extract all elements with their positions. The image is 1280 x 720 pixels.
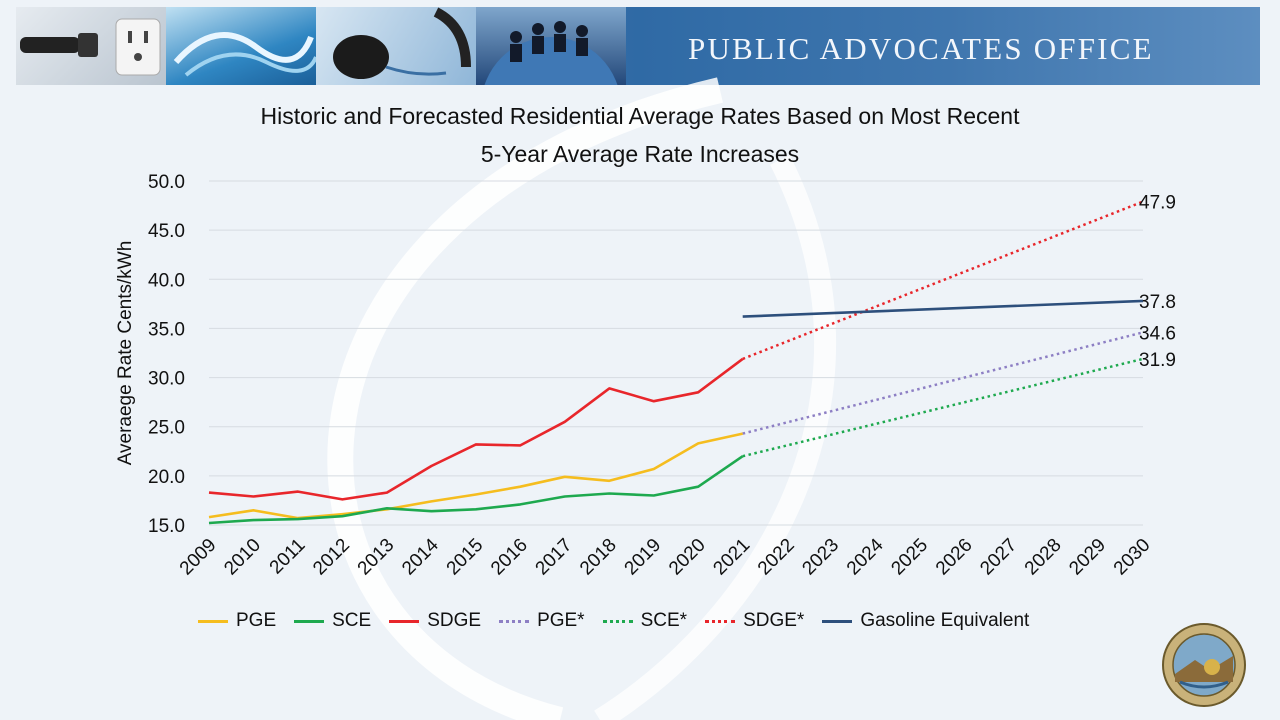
- plug-icon: [20, 18, 161, 76]
- legend-swatch: [602, 619, 633, 623]
- y-tick-label: 35.0: [148, 319, 185, 340]
- chart-title-line-2: 5-Year Average Rate Increases: [480, 141, 800, 167]
- x-tick-label: 2027: [976, 535, 1021, 580]
- x-tick-label: 2020: [665, 535, 710, 580]
- end-data-label: 37.8: [1139, 292, 1176, 313]
- x-tick-label: 2026: [932, 535, 977, 580]
- y-tick-label: 30.0: [148, 369, 185, 390]
- series-line-pge: [742, 331, 1144, 435]
- legend-label: PGE: [236, 610, 277, 631]
- legend-label: SCE: [332, 610, 372, 631]
- legend-item: SCE: [294, 610, 371, 632]
- legend-item: PGE: [198, 610, 276, 632]
- legend-item: SDGE*: [705, 610, 804, 632]
- series-lines: [208, 200, 1144, 525]
- end-data-label: 31.9: [1139, 350, 1176, 371]
- legend-swatch: [294, 619, 325, 623]
- y-tick-label: 20.0: [148, 467, 185, 488]
- chart-title-line-1: Historic and Forecasted Residential Aver…: [260, 103, 1020, 129]
- y-tick-label: 25.0: [148, 418, 185, 439]
- x-tick-label: 2009: [176, 535, 221, 580]
- banner-title: PUBLIC ADVOCATES OFFICE: [688, 31, 1154, 66]
- people-icon: [484, 21, 618, 85]
- x-tick-label: 2017: [532, 535, 577, 580]
- x-tick-label: 2016: [487, 535, 532, 580]
- y-axis-ticks: 15.0 20.0 25.0 30.0 35.0 40.0 45.0 50.0: [148, 172, 185, 537]
- series-line-gasoline-equivalent: [742, 299, 1144, 318]
- legend-swatch: [499, 619, 530, 623]
- legend-label: Gasoline Equivalent: [860, 610, 1030, 631]
- series-line-sce: [208, 455, 744, 525]
- legend-item: SCE*: [602, 610, 688, 632]
- series-line-sce: [742, 357, 1144, 458]
- x-tick-label: 2028: [1021, 535, 1066, 580]
- grid-lines: [209, 180, 1143, 526]
- x-tick-label: 2011: [266, 535, 310, 579]
- legend-label: SCE*: [640, 610, 688, 631]
- x-tick-label: 2019: [621, 535, 666, 580]
- legend-item: Gasoline Equivalent: [822, 610, 1029, 632]
- x-axis-ticks: 2009 2010 2011 2012 2013 2014 2015 2016 2017 2018…: [176, 534, 1155, 579]
- end-labels: 47.9 37.8 34.6 31.9: [1139, 193, 1176, 371]
- y-tick-label: 15.0: [148, 516, 185, 537]
- y-tick-label: 40.0: [148, 270, 185, 291]
- telephone-icon: [333, 7, 471, 79]
- x-tick-label: 2030: [1110, 535, 1155, 580]
- legend-item: PGE*: [499, 610, 585, 632]
- x-tick-label: 2029: [1065, 535, 1110, 580]
- x-tick-label: 2015: [443, 535, 488, 580]
- header-banner: PUBLIC ADVOCATES OFFICE: [16, 7, 1260, 85]
- x-tick-label: 2018: [576, 535, 621, 580]
- x-tick-label: 2024: [843, 534, 888, 579]
- end-data-label: 47.9: [1139, 193, 1176, 214]
- x-tick-label: 2014: [398, 534, 443, 579]
- series-line-sdge: [208, 357, 744, 501]
- plug-outlet-image: [16, 7, 166, 85]
- x-tick-label: 2010: [220, 535, 265, 580]
- legend-swatch: [198, 619, 228, 623]
- water-wave-image: [166, 7, 318, 85]
- legend-label: SDGE*: [743, 610, 805, 631]
- legend-swatch: [822, 619, 853, 623]
- x-tick-label: 2025: [887, 535, 932, 580]
- legend-item: SDGE: [389, 610, 481, 632]
- phone-cable-image: [316, 7, 476, 85]
- y-tick-label: 50.0: [148, 172, 185, 193]
- wave-icon: [173, 32, 318, 77]
- legend-label: SDGE: [427, 610, 482, 631]
- legend-swatch: [705, 619, 736, 623]
- chart-legend: PGE SCE SDGE PGE* SCE* SDGE* Gasoline Equivale…: [198, 609, 1047, 633]
- x-tick-label: 2023: [798, 535, 843, 580]
- cpuc-seal-logo: [1162, 623, 1246, 707]
- people-globe-image: [476, 7, 626, 85]
- legend-label: PGE*: [537, 610, 585, 631]
- end-data-label: 34.6: [1139, 323, 1176, 344]
- y-axis-title: Averaege Rate Cents/kWh: [115, 241, 136, 466]
- y-tick-label: 45.0: [148, 221, 185, 242]
- legend-swatch: [389, 619, 420, 623]
